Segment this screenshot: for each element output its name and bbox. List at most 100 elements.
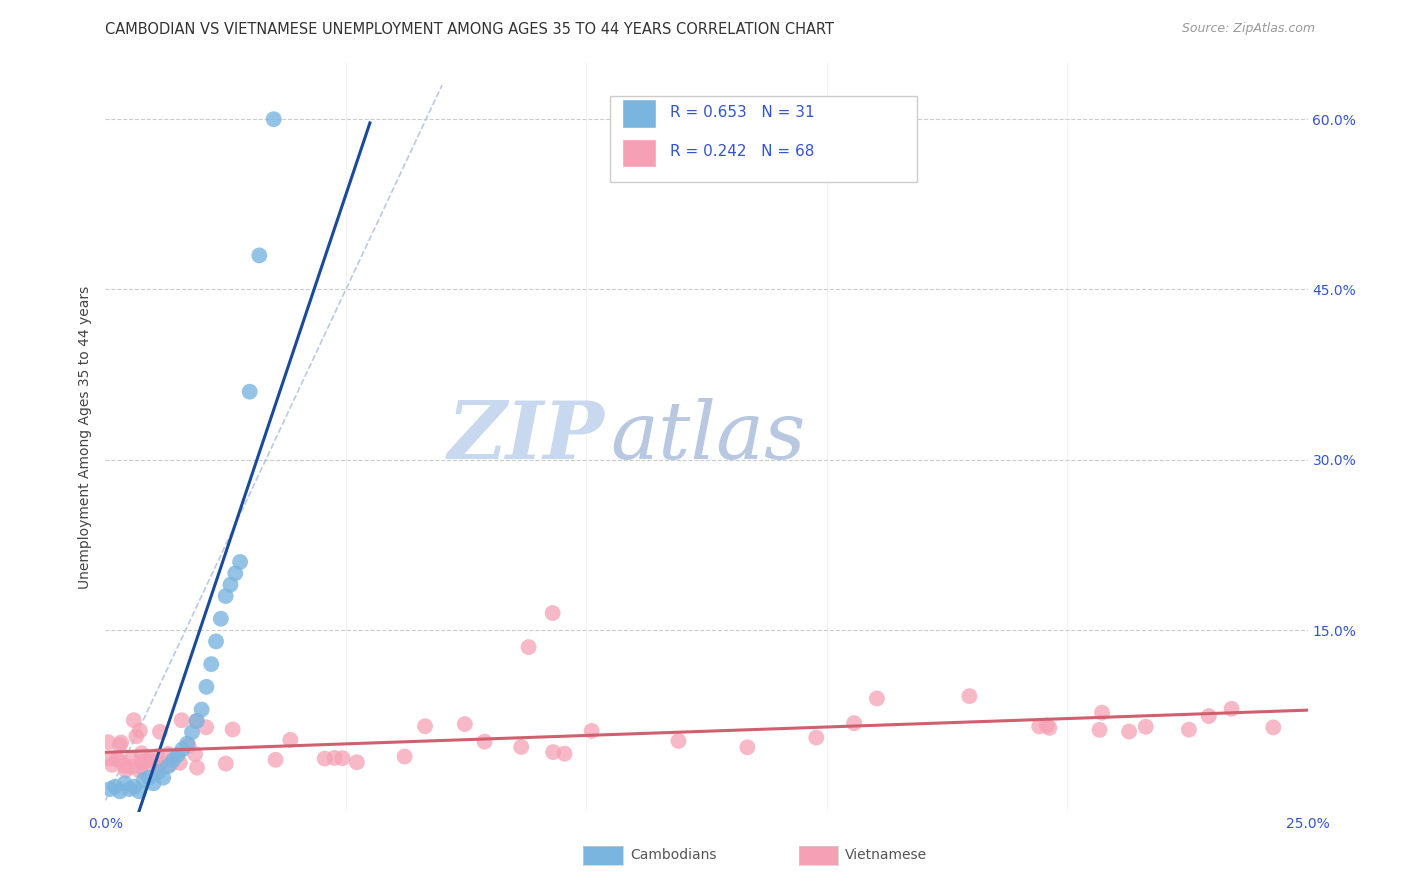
Point <box>101 757 124 772</box>
FancyBboxPatch shape <box>623 139 657 168</box>
Point <box>125 730 148 744</box>
Point <box>124 780 146 794</box>
Point <box>186 761 208 775</box>
Point <box>190 702 212 716</box>
Point <box>148 757 170 772</box>
Point <box>135 754 157 768</box>
Point <box>541 606 564 620</box>
Point <box>1038 721 1060 735</box>
Point <box>121 760 143 774</box>
Point <box>177 739 200 753</box>
Point <box>108 753 131 767</box>
Point <box>148 764 170 779</box>
Point <box>239 384 262 399</box>
Point <box>1198 709 1220 723</box>
Point <box>517 640 540 654</box>
Point <box>229 555 252 569</box>
Point <box>128 784 150 798</box>
Point <box>166 747 188 762</box>
Point <box>842 716 865 731</box>
Text: CAMBODIAN VS VIETNAMESE UNEMPLOYMENT AMONG AGES 35 TO 44 YEARS CORRELATION CHART: CAMBODIAN VS VIETNAMESE UNEMPLOYMENT AMO… <box>105 22 834 37</box>
Point <box>1091 706 1114 720</box>
Point <box>1118 724 1140 739</box>
Point <box>108 738 131 752</box>
Point <box>247 248 270 262</box>
Point <box>314 751 336 765</box>
FancyBboxPatch shape <box>610 96 917 182</box>
Text: Vietnamese: Vietnamese <box>845 847 927 862</box>
Point <box>132 762 155 776</box>
Point <box>186 714 208 728</box>
Point <box>200 657 222 672</box>
Point <box>108 784 131 798</box>
Text: atlas: atlas <box>610 399 806 475</box>
Point <box>541 745 564 759</box>
Point <box>105 752 128 766</box>
Point <box>1135 720 1157 734</box>
Point <box>959 689 981 703</box>
Point <box>263 112 285 127</box>
Point <box>186 714 208 728</box>
Point <box>142 776 165 790</box>
Y-axis label: Unemployment Among Ages 35 to 44 years: Unemployment Among Ages 35 to 44 years <box>79 285 93 589</box>
Point <box>152 771 174 785</box>
Point <box>554 747 576 761</box>
Point <box>737 740 759 755</box>
Point <box>114 758 136 772</box>
Point <box>214 589 236 603</box>
Point <box>114 776 136 790</box>
Point <box>209 612 232 626</box>
Point <box>149 761 172 775</box>
Point <box>110 735 132 749</box>
Text: Cambodians: Cambodians <box>630 847 717 862</box>
Point <box>195 720 218 734</box>
Point <box>128 764 150 778</box>
Point <box>332 751 354 765</box>
Text: R = 0.653   N = 31: R = 0.653 N = 31 <box>671 105 815 120</box>
Point <box>146 749 169 764</box>
Point <box>122 713 145 727</box>
Point <box>474 734 496 748</box>
Point <box>104 780 127 794</box>
Point <box>157 747 180 761</box>
Point <box>170 713 193 727</box>
Point <box>346 756 368 770</box>
Point <box>1263 720 1285 734</box>
Point <box>138 771 160 785</box>
Point <box>162 754 184 768</box>
Point <box>1088 723 1111 737</box>
Point <box>195 680 218 694</box>
Point <box>176 737 198 751</box>
Point <box>121 751 143 765</box>
Point <box>128 723 150 738</box>
Point <box>98 782 121 797</box>
Text: ZIP: ZIP <box>447 399 605 475</box>
Point <box>454 717 477 731</box>
Point <box>172 742 194 756</box>
Point <box>205 634 228 648</box>
Point <box>159 757 181 772</box>
Point <box>1178 723 1201 737</box>
Point <box>156 759 179 773</box>
Point <box>131 746 153 760</box>
Point <box>132 772 155 787</box>
Point <box>581 723 603 738</box>
Point <box>510 739 533 754</box>
Point <box>98 751 121 765</box>
Point <box>264 753 287 767</box>
Point <box>224 566 246 581</box>
Point <box>221 723 243 737</box>
Point <box>97 735 120 749</box>
Point <box>169 756 191 770</box>
Point <box>394 749 416 764</box>
Point <box>149 724 172 739</box>
Point <box>1028 719 1050 733</box>
Point <box>219 577 242 591</box>
Text: R = 0.242   N = 68: R = 0.242 N = 68 <box>671 145 815 159</box>
Point <box>114 763 136 777</box>
Point <box>278 732 301 747</box>
Point <box>866 691 889 706</box>
Point <box>413 719 436 733</box>
Point <box>1220 702 1243 716</box>
Point <box>1036 718 1059 732</box>
